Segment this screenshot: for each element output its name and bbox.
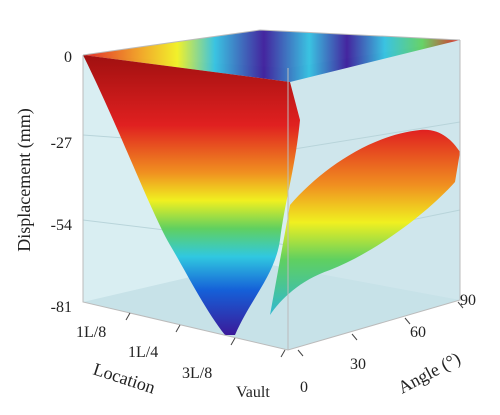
- angle-tick-label: 90: [460, 292, 476, 309]
- top-surface: [83, 30, 460, 82]
- z-tick-label: -54: [51, 217, 72, 234]
- z-axis-ticks: 0 -27 -54 -81: [51, 49, 72, 316]
- z-tick-label: -81: [51, 299, 72, 316]
- x-axis-title: Location: [91, 359, 158, 398]
- angle-tick-label: 30: [350, 356, 366, 373]
- z-tick-label: 0: [64, 49, 72, 66]
- right-surface: [270, 129, 460, 315]
- z-axis-title: Displacement (mm): [14, 108, 35, 251]
- box-frame: [82, 29, 461, 351]
- angle-tick-label: 60: [410, 324, 426, 341]
- location-tick-label: 1L/8: [76, 324, 106, 341]
- y-axis-title: Angle (°): [394, 348, 464, 398]
- angle-axis-ticks: 0 30 60 90: [297, 292, 476, 396]
- location-tick-label: 3L/8: [182, 365, 212, 382]
- z-tick-label: -27: [51, 135, 72, 152]
- floor-pane: [83, 262, 460, 350]
- location-axis-ticks: 1L/8 1L/4 3L/8 Vault: [76, 312, 286, 401]
- location-tick-label: 1L/4: [128, 344, 158, 361]
- location-tick-label: Vault: [236, 384, 270, 401]
- angle-tick-label: 0: [300, 379, 308, 396]
- front-surface: [83, 55, 300, 335]
